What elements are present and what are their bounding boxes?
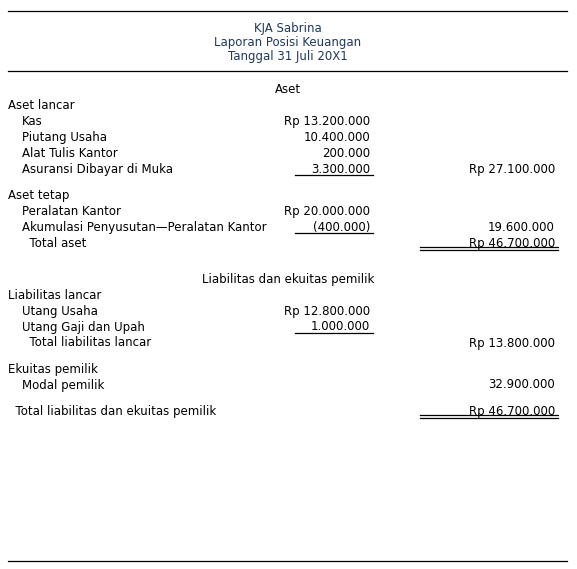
Text: Modal pemilik: Modal pemilik: [22, 378, 104, 391]
Text: Rp 20.000.000: Rp 20.000.000: [284, 204, 370, 217]
Text: Rp 13.200.000: Rp 13.200.000: [284, 114, 370, 127]
Text: Utang Gaji dan Upah: Utang Gaji dan Upah: [22, 320, 145, 333]
Text: Piutang Usaha: Piutang Usaha: [22, 130, 107, 143]
Text: 200.000: 200.000: [322, 146, 370, 159]
Text: Liabilitas dan ekuitas pemilik: Liabilitas dan ekuitas pemilik: [202, 273, 374, 286]
Text: Akumulasi Penyusutan—Peralatan Kantor: Akumulasi Penyusutan—Peralatan Kantor: [22, 221, 267, 233]
Text: Ekuitas pemilik: Ekuitas pemilik: [8, 362, 98, 376]
Text: Aset tetap: Aset tetap: [8, 188, 69, 201]
Text: KJA Sabrina: KJA Sabrina: [254, 22, 322, 35]
Text: Utang Usaha: Utang Usaha: [22, 304, 98, 318]
Text: Rp 12.800.000: Rp 12.800.000: [284, 304, 370, 318]
Text: Total liabilitas lancar: Total liabilitas lancar: [22, 336, 151, 349]
Text: Liabilitas lancar: Liabilitas lancar: [8, 288, 102, 302]
Text: Kas: Kas: [22, 114, 43, 127]
Text: Peralatan Kantor: Peralatan Kantor: [22, 204, 121, 217]
Text: Laporan Posisi Keuangan: Laporan Posisi Keuangan: [215, 36, 362, 49]
Text: Total aset: Total aset: [22, 237, 87, 249]
Text: Tanggal 31 Juli 20X1: Tanggal 31 Juli 20X1: [228, 50, 348, 63]
Text: Alat Tulis Kantor: Alat Tulis Kantor: [22, 146, 118, 159]
Text: 32.900.000: 32.900.000: [488, 378, 555, 391]
Text: Rp 13.800.000: Rp 13.800.000: [469, 336, 555, 349]
Text: 1.000.000: 1.000.000: [311, 320, 370, 333]
Text: 10.400.000: 10.400.000: [304, 130, 370, 143]
Text: Aset lancar: Aset lancar: [8, 98, 74, 112]
Text: 3.300.000: 3.300.000: [311, 163, 370, 175]
Text: Rp 27.100.000: Rp 27.100.000: [469, 163, 555, 175]
Text: Rp 46.700.000: Rp 46.700.000: [469, 405, 555, 418]
Text: Total liabilitas dan ekuitas pemilik: Total liabilitas dan ekuitas pemilik: [8, 405, 216, 418]
Text: Rp 46.700.000: Rp 46.700.000: [469, 237, 555, 249]
Text: 19.600.000: 19.600.000: [488, 221, 555, 233]
Text: (400.000): (400.000): [313, 221, 370, 233]
Text: Aset: Aset: [275, 83, 301, 96]
Text: Asuransi Dibayar di Muka: Asuransi Dibayar di Muka: [22, 163, 173, 175]
